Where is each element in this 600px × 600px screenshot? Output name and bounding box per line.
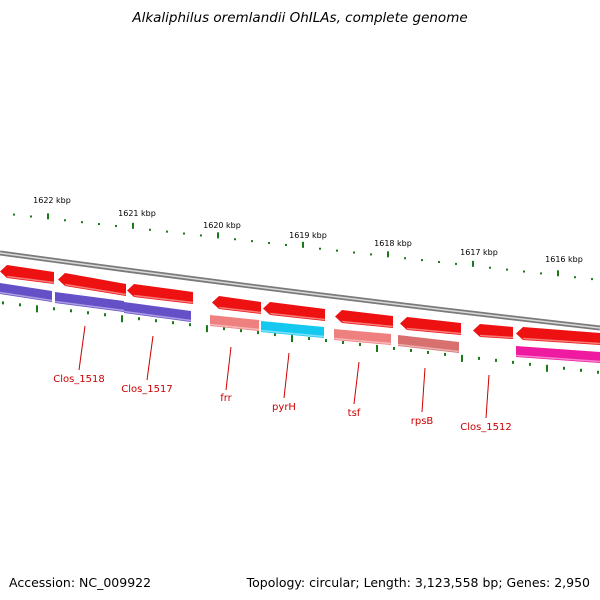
- genome-summary-text: Topology: circular; Length: 3,123,558 bp…: [246, 575, 590, 590]
- gene-leader-line: [78, 325, 86, 371]
- gene-tsf[interactable]: [333, 329, 392, 345]
- gene-pyrH[interactable]: [260, 321, 325, 338]
- gene-arrow-5-shade: [269, 312, 326, 321]
- gene-rpsB-body: [398, 335, 459, 353]
- gene-arrow-9-shade: [522, 337, 600, 345]
- scale-label-1620: 1620 kbp: [203, 221, 241, 230]
- gene-clos-1518-a-shade: [0, 291, 53, 302]
- scale-label-1616: 1616 kbp: [545, 255, 583, 264]
- gene-arrow-2[interactable]: [58, 273, 127, 296]
- gene-leader-line: [146, 335, 154, 381]
- gene-clos-1518-body: [55, 292, 124, 312]
- gene-arrow-4[interactable]: [212, 296, 262, 314]
- gene-clos-1517[interactable]: [123, 302, 192, 322]
- gene-clos-1512[interactable]: [515, 346, 600, 363]
- backbone-highlight: [0, 252, 600, 329]
- gene-label-tsf[interactable]: tsf: [348, 408, 361, 419]
- gene-leader-line: [225, 346, 232, 391]
- gene-features: [0, 265, 600, 363]
- gene-arrow-6-body: [335, 310, 393, 328]
- gene-tsf-body: [334, 329, 391, 345]
- gene-arrow-7-shade: [406, 327, 462, 335]
- gene-arrow-1[interactable]: [0, 265, 55, 284]
- gene-arrow-9-body: [516, 327, 600, 345]
- gene-label-clos-1512[interactable]: Clos_1512: [460, 422, 512, 433]
- gene-arrow-8[interactable]: [473, 324, 514, 339]
- scale-label-1618: 1618 kbp: [374, 239, 412, 248]
- gene-arrow-6[interactable]: [335, 310, 394, 328]
- gene-arrow-7-body: [400, 317, 461, 335]
- gene-label-leaders: [78, 325, 490, 419]
- gene-arrow-1-body: [0, 265, 54, 284]
- gene-pyrH-body: [261, 321, 324, 338]
- scale-label-1619: 1619 kbp: [289, 231, 327, 240]
- gene-rpsB[interactable]: [397, 335, 460, 353]
- gene-arrow-7[interactable]: [400, 317, 462, 335]
- gene-arrow-3-shade: [133, 294, 194, 304]
- gene-clos-1512-body: [516, 346, 600, 363]
- gene-frr-shade: [209, 323, 260, 331]
- map-title: Alkaliphilus oremlandii OhILAs, complete…: [132, 10, 468, 26]
- gene-leader-line: [283, 352, 290, 399]
- gene-arrow-6-shade: [341, 320, 394, 328]
- gene-label-rpsB[interactable]: rpsB: [411, 416, 434, 427]
- gene-arrow-3[interactable]: [127, 284, 194, 304]
- gene-arrow-1-shade: [6, 275, 55, 284]
- gene-labels: Clos_1518 Clos_1517 frr pyrH tsf rpsB Cl…: [53, 374, 512, 433]
- inner-tick-ring: [2, 301, 599, 374]
- genome-backbone: [0, 250, 600, 331]
- gene-clos-1518[interactable]: [54, 292, 125, 312]
- gene-arrow-5-body: [263, 302, 325, 321]
- gene-arrow-4-body: [212, 296, 261, 314]
- gene-clos-1517-body: [124, 302, 191, 322]
- scale-label-1622: 1622 kbp: [33, 196, 71, 205]
- scale-label-1621: 1621 kbp: [118, 209, 156, 218]
- gene-pyrH-shade: [260, 329, 325, 338]
- gene-label-frr[interactable]: frr: [220, 393, 232, 404]
- gene-clos-1517-shade: [123, 310, 192, 322]
- gene-clos-1518-a-body: [0, 283, 52, 302]
- gene-arrow-9[interactable]: [516, 327, 600, 345]
- gene-rpsB-shade: [397, 343, 460, 353]
- gene-arrow-4-shade: [218, 306, 262, 314]
- gene-clos-1518-shade: [54, 300, 125, 312]
- scale-label-1617: 1617 kbp: [460, 248, 498, 257]
- gene-arrow-2-shade: [64, 283, 127, 296]
- gene-frr[interactable]: [209, 315, 260, 331]
- gene-arrow-8-body: [473, 324, 513, 339]
- gene-arrow-2-body: [58, 273, 126, 296]
- gene-arrow-5[interactable]: [263, 302, 326, 321]
- gene-label-clos-1518[interactable]: Clos_1518: [53, 374, 105, 385]
- gene-leader-line: [353, 361, 360, 405]
- scale-labels: 1622 kbp 1621 kbp 1620 kbp 1619 kbp 1618…: [33, 196, 583, 264]
- gene-leader-line: [421, 367, 426, 413]
- accession-text: Accession: NC_009922: [9, 575, 152, 590]
- gene-label-pyrH[interactable]: pyrH: [272, 402, 296, 413]
- gene-tsf-shade: [333, 337, 392, 345]
- gene-clos-1518-a[interactable]: [0, 283, 53, 302]
- gene-clos-1512-shade: [515, 354, 600, 363]
- gene-frr-body: [210, 315, 259, 331]
- gene-leader-line: [485, 374, 490, 419]
- gene-label-clos-1517[interactable]: Clos_1517: [121, 384, 173, 395]
- gene-arrow-8-shade: [479, 334, 514, 339]
- outer-tick-ring: [13, 213, 593, 281]
- gene-arrow-3-body: [127, 284, 193, 304]
